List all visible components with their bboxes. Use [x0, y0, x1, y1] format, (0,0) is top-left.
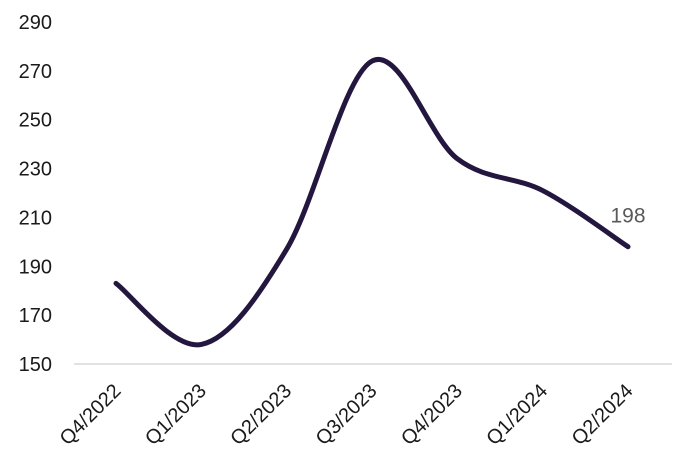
x-tick-label: Q4/2022 — [56, 380, 126, 450]
y-tick-label: 150 — [19, 354, 52, 376]
y-tick-label: 250 — [19, 110, 52, 132]
y-tick-label: 270 — [19, 61, 52, 83]
y-tick-label: 230 — [19, 159, 52, 181]
y-tick-label: 190 — [19, 256, 52, 278]
y-tick-label: 210 — [19, 207, 52, 229]
y-tick-label: 290 — [19, 12, 52, 34]
x-tick-label: Q4/2023 — [397, 380, 467, 450]
x-tick-label: Q1/2024 — [482, 380, 552, 450]
x-tick-label: Q2/2023 — [226, 380, 296, 450]
data-label: 198 — [610, 205, 645, 228]
x-tick-label: Q2/2024 — [568, 380, 638, 450]
y-tick-label: 170 — [19, 305, 52, 327]
x-tick-label: Q1/2023 — [141, 380, 211, 450]
x-tick-label: Q3/2023 — [312, 380, 382, 450]
series-line — [113, 56, 631, 348]
